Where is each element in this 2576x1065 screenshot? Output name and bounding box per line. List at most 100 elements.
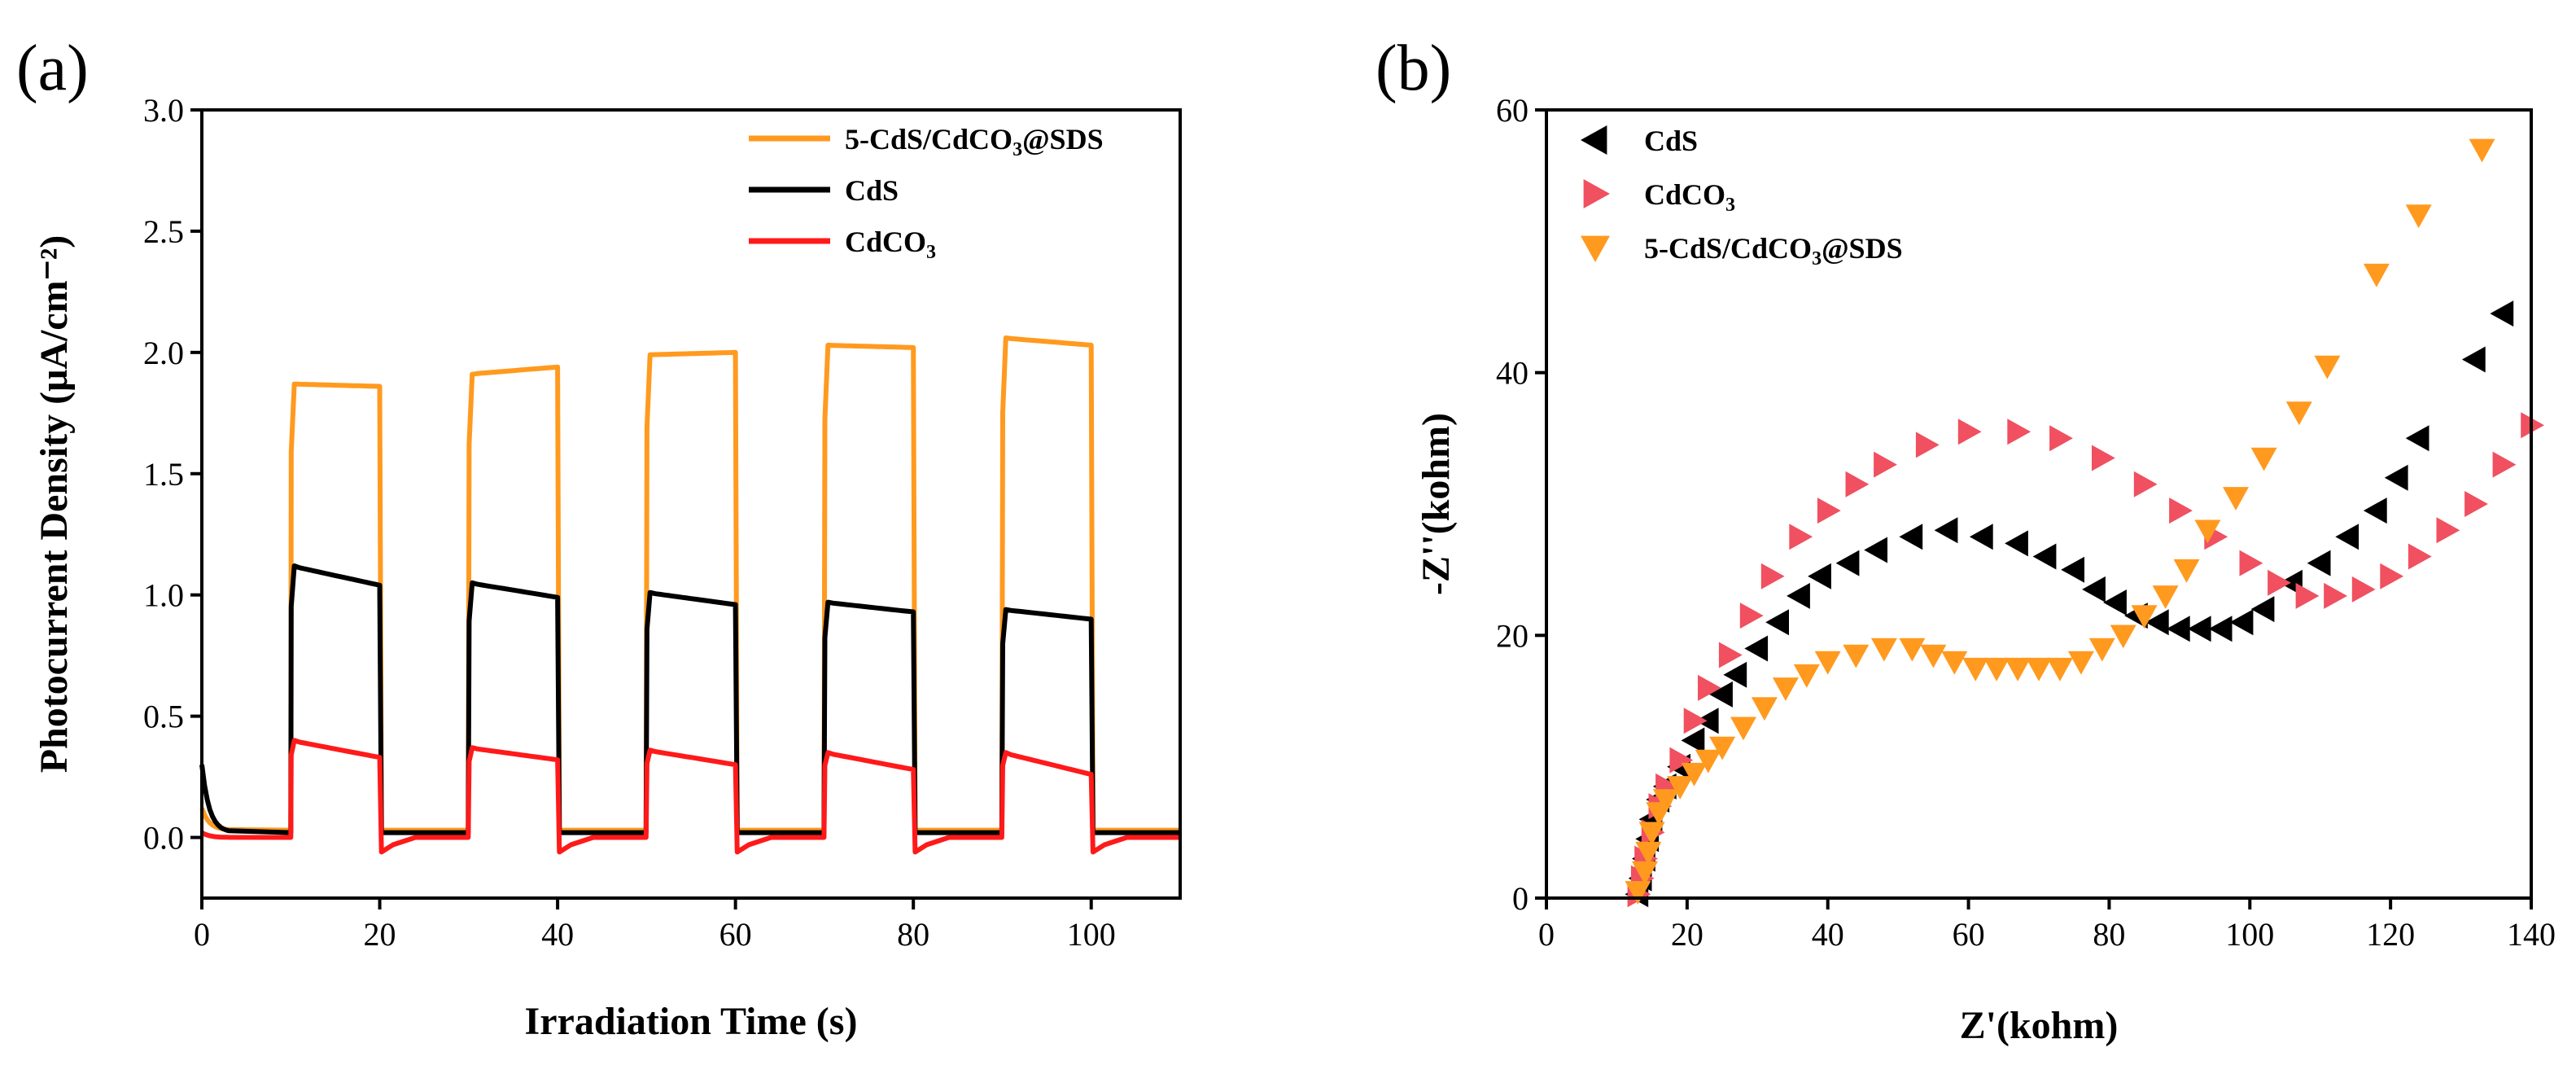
legend-label: CdS (845, 174, 899, 207)
panel-a-plot-frame (200, 108, 1182, 900)
data-point (2166, 616, 2190, 642)
panel-b-x-ticks: 0 20 40 60 80 100 120 140 (1538, 898, 2556, 953)
data-point (2363, 497, 2387, 524)
data-point (1789, 524, 1813, 550)
data-point (2239, 550, 2263, 576)
panel-label-b: (b) (1375, 33, 1451, 104)
x-tick-label: 60 (719, 916, 752, 953)
y-tick-label: 0 (1512, 880, 1529, 917)
data-point (2335, 524, 2360, 550)
data-point (1845, 471, 1870, 497)
data-point (1874, 451, 1897, 478)
series-line-2 (200, 738, 1183, 855)
x-tick-label: 60 (1953, 916, 1985, 953)
legend-label: 5-CdS/CdCO3@SDS (845, 123, 1104, 160)
data-point (2005, 530, 2028, 557)
series-0 (1625, 300, 2514, 908)
data-point (1969, 524, 1993, 550)
data-point (1787, 582, 1810, 609)
panel-b-x-axis-title: Z'(kohm) (1960, 1004, 2119, 1047)
data-point (1632, 861, 1658, 885)
data-point (2049, 425, 2073, 452)
y-tick-label: 40 (1496, 355, 1529, 392)
y-tick-label: 0.5 (143, 699, 184, 735)
data-point (2061, 556, 2084, 583)
data-point (2363, 263, 2390, 287)
y-tick-label: 3.0 (143, 92, 184, 129)
data-point (2250, 447, 2277, 471)
data-point (2384, 464, 2408, 491)
series-line-1 (199, 563, 1183, 835)
data-point (2492, 451, 2517, 478)
data-point (1843, 644, 1870, 668)
data-point (2092, 445, 2115, 471)
legend-label: CdCO3 (845, 226, 936, 263)
data-point (2469, 138, 2495, 163)
data-point (2408, 543, 2432, 570)
panel-b-y-axis-title: -Z''(kohm) (1415, 413, 1458, 595)
data-point (2046, 657, 2073, 682)
data-point (1808, 563, 1831, 589)
data-point (1915, 432, 1940, 458)
panel-a: (a) 0 20 40 60 80 100 0.0 0.5 1.0 1.5 2.0 2.5 3.0 I… (16, 33, 1183, 1043)
data-point (2405, 204, 2432, 229)
data-point (1957, 419, 1982, 445)
data-point (1681, 762, 1708, 787)
data-point (2461, 346, 2486, 373)
data-point (1751, 697, 1778, 721)
data-point (1718, 642, 1743, 668)
data-point (1744, 635, 1769, 662)
data-point (1695, 749, 1721, 774)
data-point (1793, 664, 1820, 688)
data-point (2194, 519, 2221, 544)
series-line-0 (199, 335, 1183, 833)
data-point (1941, 651, 1968, 675)
panel-b-y-ticks: 0 20 40 60 (1496, 92, 1546, 917)
y-tick-label: 0.0 (143, 820, 184, 857)
data-point (1638, 822, 1665, 846)
y-tick-label: 2.5 (143, 213, 184, 250)
legend-marker (1581, 235, 1610, 262)
data-point (1635, 841, 1662, 866)
data-point (2351, 576, 2376, 603)
data-point (2067, 651, 2094, 675)
data-point (1983, 657, 2010, 682)
data-point (2133, 471, 2158, 497)
legend-marker (1581, 125, 1607, 155)
data-point (2208, 616, 2233, 642)
x-tick-label: 40 (1812, 916, 1844, 953)
panel-label-a: (a) (16, 33, 89, 104)
panel-a-x-axis-title: Irradiation Time (s) (525, 1000, 858, 1043)
x-tick-label: 120 (2366, 916, 2415, 953)
x-tick-label: 0 (1538, 916, 1555, 953)
data-point (2464, 491, 2488, 517)
data-point (2032, 543, 2057, 570)
data-point (1698, 674, 1721, 701)
data-point (1681, 727, 1705, 754)
data-point (1709, 736, 1736, 760)
data-point (1652, 789, 1679, 813)
data-point (1962, 657, 1989, 682)
data-point (1772, 677, 1799, 701)
data-point (2007, 419, 2031, 445)
y-tick-label: 2.0 (143, 335, 184, 371)
panel-b-series (1625, 138, 2544, 908)
data-point (1920, 644, 1947, 668)
data-point (2005, 657, 2031, 682)
data-point (2380, 563, 2404, 589)
x-tick-label: 0 (194, 916, 210, 953)
data-point (2152, 585, 2179, 609)
data-point (2250, 596, 2275, 623)
data-point (1709, 681, 1733, 708)
data-point (1870, 638, 1897, 662)
data-point (2314, 355, 2341, 379)
y-tick-label: 1.0 (143, 577, 184, 614)
data-point (1835, 550, 1860, 576)
data-point (2131, 605, 2158, 629)
data-point (2324, 582, 2347, 609)
data-point (2490, 300, 2514, 327)
data-point (2026, 657, 2052, 682)
data-point (1814, 651, 1841, 675)
